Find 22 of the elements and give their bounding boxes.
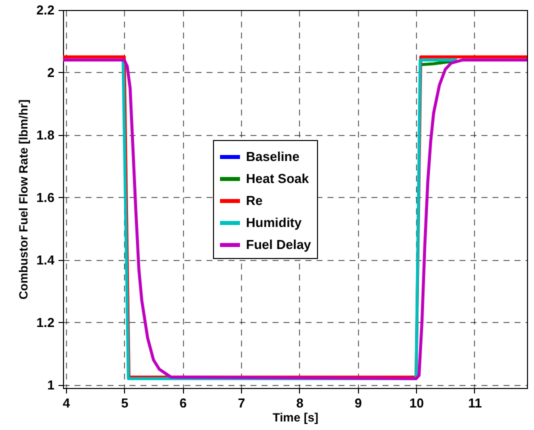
y-tick-label: 1.4 xyxy=(36,252,56,268)
x-axis-title: Time [s] xyxy=(272,410,318,424)
x-tick-label: 11 xyxy=(468,396,482,410)
y-axis-title: Combustor Fuel Flow Rate [lbm/hr] xyxy=(16,100,30,300)
x-tick-label: 8 xyxy=(296,396,304,410)
y-tick-label: 1.2 xyxy=(36,314,54,330)
y-tick-label: 1.6 xyxy=(36,190,54,205)
x-tick-label: 7 xyxy=(238,396,246,410)
legend-label: Baseline xyxy=(246,149,300,164)
legend-label: Re xyxy=(246,193,263,208)
y-tick-label: 1 xyxy=(47,377,54,392)
legend-label: Humidity xyxy=(246,215,302,230)
legend-label: Fuel Delay xyxy=(246,237,312,252)
legend-label: Heat Soak xyxy=(246,171,310,186)
x-tick-label: 6 xyxy=(180,396,187,410)
x-tick-label: 5 xyxy=(121,396,128,410)
y-tick-label: 2.2 xyxy=(36,2,54,18)
y-tick-label: 1.8 xyxy=(36,127,54,142)
x-tick-label: 10 xyxy=(409,396,424,410)
y-tick-label: 2 xyxy=(47,64,54,80)
x-tick-label: 4 xyxy=(62,396,71,410)
x-tick-label: 9 xyxy=(354,396,362,410)
